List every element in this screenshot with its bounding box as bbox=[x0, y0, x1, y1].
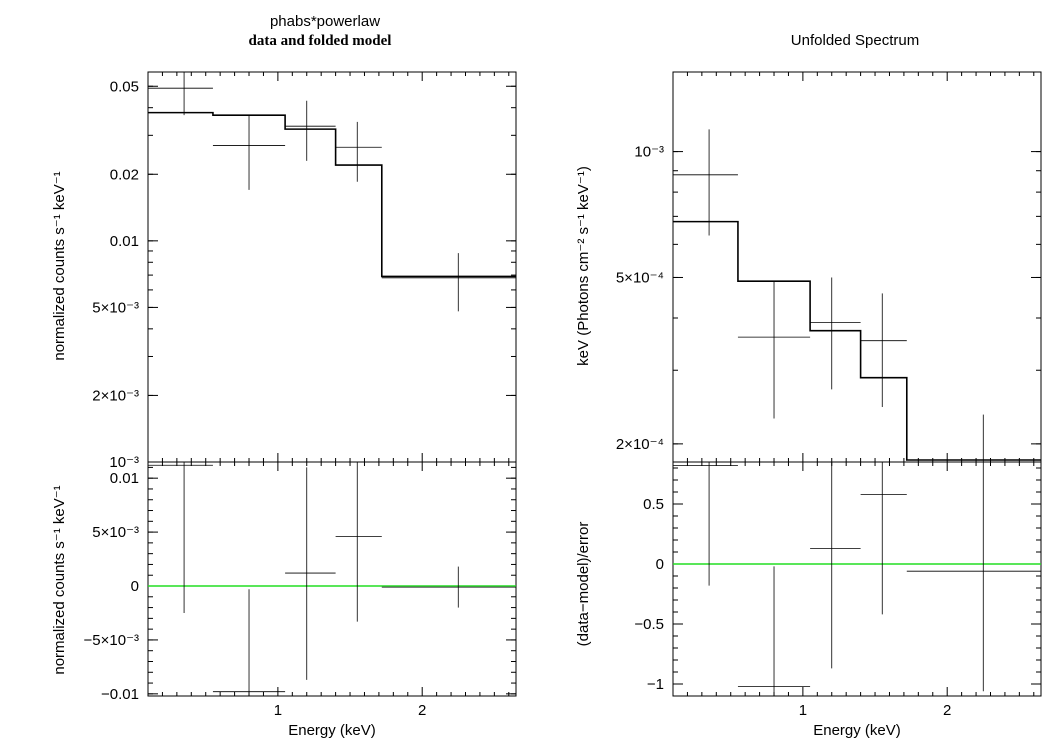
y-tick-label: 10⁻³ bbox=[109, 454, 139, 471]
y-tick-label: 2×10⁻⁴ bbox=[616, 436, 664, 453]
plot-frame bbox=[147, 71, 517, 463]
y-tick-label: 2×10⁻³ bbox=[92, 387, 139, 404]
chart-title: Unfolded Spectrum bbox=[791, 32, 919, 49]
x-axis-label: Energy (keV) bbox=[813, 722, 901, 739]
plot-frame bbox=[672, 461, 1042, 697]
model-step-line bbox=[148, 111, 516, 278]
data-point bbox=[737, 566, 811, 696]
data-point bbox=[148, 72, 213, 116]
residual-panel: 1 2 0.5 0 −0.5 −1 bbox=[634, 461, 1042, 719]
model-step-line bbox=[673, 220, 1041, 461]
y-tick-label: −5×10⁻³ bbox=[84, 632, 139, 649]
plot-frame bbox=[147, 461, 517, 697]
y-axis-label-bottom: (data−model)/error bbox=[575, 522, 592, 647]
y-tick-label: −1 bbox=[647, 676, 664, 693]
y-tick-label: 5×10⁻³ bbox=[92, 524, 139, 541]
y-tick-label: 0.5 bbox=[643, 496, 664, 513]
data-point bbox=[737, 281, 811, 419]
y-tick-label: 0 bbox=[131, 578, 139, 595]
x-axis-label: Energy (keV) bbox=[288, 722, 376, 739]
data-point bbox=[860, 293, 907, 408]
chart-title: phabs*powerlaw bbox=[270, 13, 380, 30]
y-tick-label: 0.02 bbox=[110, 166, 139, 183]
y-tick-label: 5×10⁻³ bbox=[92, 299, 139, 316]
y-tick-label: −0.5 bbox=[634, 616, 664, 633]
y-tick-label: 0.01 bbox=[110, 470, 139, 487]
y-tick-label: 0.01 bbox=[110, 233, 139, 250]
x-tick-label: 1 bbox=[799, 702, 807, 719]
data-point bbox=[285, 100, 336, 161]
data-point bbox=[335, 462, 382, 622]
y-tick-label: −0.01 bbox=[101, 686, 139, 703]
chart-right: Unfolded Spectrum 10⁻³ 5×10⁻⁴ 2×10⁻⁴ 1 2 0.5… bbox=[575, 32, 1042, 739]
data-point bbox=[381, 253, 516, 312]
data-point bbox=[381, 566, 516, 608]
data-point bbox=[810, 462, 861, 669]
data-point bbox=[906, 414, 1041, 463]
y-axis-label-bottom: normalized counts s⁻¹ keV⁻¹ bbox=[51, 485, 68, 674]
data-point bbox=[148, 462, 213, 613]
data-point bbox=[810, 277, 861, 390]
chart-subtitle: data and folded model bbox=[249, 33, 392, 49]
data-point bbox=[335, 121, 382, 182]
plot-frame bbox=[672, 71, 1042, 463]
data-point bbox=[673, 129, 738, 236]
y-axis-label-top: normalized counts s⁻¹ keV⁻¹ bbox=[51, 171, 68, 360]
data-point bbox=[860, 462, 907, 615]
y-axis-label-top: keV (Photons cm⁻² s⁻¹ keV⁻¹) bbox=[575, 166, 592, 366]
top-panel: 10⁻³ 5×10⁻⁴ 2×10⁻⁴ bbox=[616, 71, 1042, 463]
data-point bbox=[906, 462, 1041, 692]
x-tick-label: 1 bbox=[274, 702, 282, 719]
y-tick-label: 0.05 bbox=[110, 78, 139, 95]
chart-left: phabs*powerlaw data and folded model 0.0… bbox=[51, 13, 517, 739]
y-tick-label: 5×10⁻⁴ bbox=[616, 269, 664, 286]
data-point bbox=[673, 462, 738, 586]
x-tick-label: 2 bbox=[418, 702, 426, 719]
data-point bbox=[212, 589, 286, 696]
residual-panel: 1 2 0.01 5×10⁻³ 0 −5×10⁻³ −0.01 bbox=[84, 461, 517, 719]
y-tick-label: 10⁻³ bbox=[634, 144, 664, 161]
data-point bbox=[285, 467, 336, 680]
top-panel: 0.05 0.02 0.01 5×10⁻³ 2×10⁻³ 10⁻³ bbox=[92, 71, 517, 471]
x-tick-label: 2 bbox=[943, 702, 951, 719]
y-tick-label: 0 bbox=[656, 556, 664, 573]
data-point bbox=[212, 115, 286, 190]
